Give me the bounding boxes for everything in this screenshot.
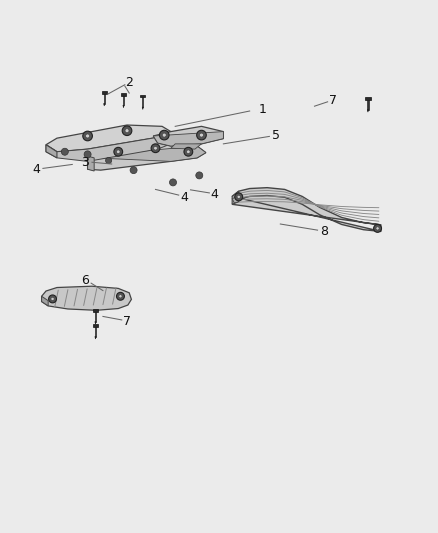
Polygon shape — [88, 156, 94, 171]
Polygon shape — [140, 95, 145, 98]
Polygon shape — [46, 132, 171, 161]
Polygon shape — [367, 110, 368, 112]
Text: 8: 8 — [320, 225, 328, 238]
Circle shape — [237, 195, 240, 198]
Text: 2: 2 — [125, 76, 133, 89]
Circle shape — [197, 130, 206, 140]
Circle shape — [49, 295, 57, 303]
Circle shape — [235, 193, 243, 201]
Polygon shape — [367, 100, 368, 110]
Circle shape — [125, 128, 129, 133]
Polygon shape — [46, 125, 171, 152]
Circle shape — [114, 147, 123, 156]
Text: 4: 4 — [32, 163, 40, 176]
Circle shape — [199, 133, 204, 137]
Polygon shape — [171, 144, 201, 149]
Text: 4: 4 — [211, 188, 219, 201]
Circle shape — [51, 297, 54, 301]
Polygon shape — [123, 106, 124, 108]
Circle shape — [84, 151, 91, 158]
Text: 7: 7 — [123, 315, 131, 328]
Text: 1: 1 — [259, 103, 267, 116]
Polygon shape — [104, 103, 105, 106]
Polygon shape — [46, 145, 57, 158]
Circle shape — [151, 144, 160, 152]
Polygon shape — [104, 94, 105, 103]
Circle shape — [85, 134, 90, 138]
Polygon shape — [42, 296, 48, 306]
Circle shape — [374, 224, 381, 232]
Circle shape — [130, 167, 137, 174]
Text: 6: 6 — [81, 274, 89, 287]
Polygon shape — [153, 132, 223, 146]
Polygon shape — [142, 98, 143, 107]
Circle shape — [117, 292, 124, 300]
Circle shape — [61, 148, 68, 155]
Polygon shape — [88, 143, 206, 170]
Circle shape — [196, 172, 203, 179]
Text: 5: 5 — [272, 128, 280, 142]
Text: 7: 7 — [329, 94, 337, 107]
Circle shape — [184, 147, 193, 156]
Circle shape — [83, 131, 92, 141]
Polygon shape — [102, 91, 107, 94]
Polygon shape — [232, 191, 239, 204]
Circle shape — [376, 227, 379, 230]
Circle shape — [162, 133, 166, 137]
Polygon shape — [95, 327, 96, 336]
Circle shape — [159, 130, 169, 140]
Polygon shape — [93, 324, 98, 327]
Circle shape — [170, 179, 177, 186]
Polygon shape — [121, 93, 126, 96]
Polygon shape — [95, 322, 96, 324]
Circle shape — [122, 126, 132, 135]
Polygon shape — [42, 286, 131, 310]
Circle shape — [154, 147, 157, 150]
Polygon shape — [153, 126, 223, 146]
Circle shape — [187, 150, 190, 154]
Polygon shape — [123, 96, 124, 106]
Polygon shape — [379, 224, 381, 231]
Polygon shape — [88, 146, 206, 161]
Text: 4: 4 — [180, 191, 188, 204]
Polygon shape — [95, 312, 96, 322]
Polygon shape — [142, 107, 143, 109]
Polygon shape — [232, 188, 381, 231]
Text: 3: 3 — [81, 156, 89, 169]
Circle shape — [117, 150, 120, 154]
Circle shape — [106, 157, 112, 164]
Polygon shape — [365, 98, 371, 100]
Polygon shape — [95, 336, 96, 339]
Polygon shape — [232, 197, 239, 203]
Polygon shape — [93, 309, 98, 312]
Circle shape — [119, 295, 122, 298]
